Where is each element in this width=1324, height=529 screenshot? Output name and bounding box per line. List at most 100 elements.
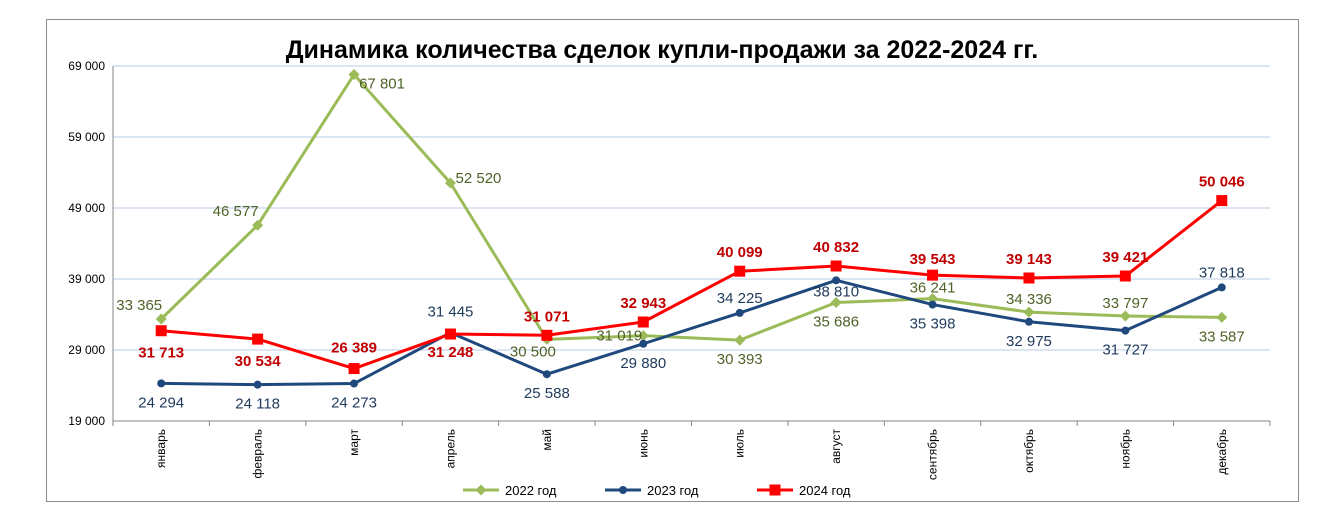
series-2022-data-label: 34 336 [1006,291,1052,308]
series-2024-point [252,333,264,345]
series-2022-data-label: 31 019 [596,328,642,345]
series-2022-point [252,219,264,231]
series-2023-point [1024,317,1033,326]
series-2024-data-label: 39 543 [910,251,956,268]
x-tick-label: апрель [443,429,457,468]
series-2022-data-label: 33 365 [116,297,162,314]
x-tick-label: февраль [251,429,265,479]
x-tick-label: январь [154,429,168,468]
series-2022-point [1119,310,1131,322]
series-2024-point [734,265,746,277]
series-2023-point [157,379,166,388]
series-2023-data-label: 35 398 [910,316,956,333]
series-2023-point [1217,283,1226,292]
series-2023-point [1121,326,1130,335]
x-tick-label: июль [733,429,747,458]
series-2024-data-label: 31 071 [524,308,570,325]
series-2022-data-label: 35 686 [813,314,859,331]
series-2024-point [927,269,939,281]
series-2023-point [639,339,648,348]
legend-entry-label: 2024 год [799,483,851,498]
series-2022-data-label: 33 587 [1199,328,1245,345]
legend-entry-label: 2023 год [647,483,699,498]
series-2024-data-label: 31 713 [138,345,184,362]
series-2023-data-label: 38 810 [813,283,859,300]
series-2024-data-label: 32 943 [620,295,666,312]
series-2024-point [1023,272,1035,284]
series-2022-point [1216,311,1228,323]
series-2024-point [637,316,649,328]
series-2022-point [637,330,649,342]
chart-frame [46,19,1299,502]
y-tick-label: 29 000 [68,343,105,357]
x-tick-label: декабрь [1215,429,1229,475]
y-tick-label: 59 000 [68,130,105,144]
series-2024-data-label: 30 534 [235,353,282,370]
series-2022-point [155,313,167,325]
series-2023-point [832,276,841,285]
series-2024-data-label: 26 389 [331,340,377,357]
series-2023-data-label: 24 273 [331,395,377,412]
chart-title: Динамика количества сделок купли-продажи… [285,36,1039,64]
series-2022-data-label: 67 801 [359,76,405,93]
series-2022-point [830,297,842,309]
x-tick-label: ноябрь [1118,429,1132,469]
series-2024-point [1119,270,1131,282]
series-2024-data-label: 40 099 [717,244,763,261]
series-2024-data-label: 40 832 [813,239,859,256]
y-tick-label: 39 000 [68,272,105,286]
series-2023-point [350,379,359,388]
x-tick-label: август [829,429,843,464]
legend-swatch-marker [619,486,627,494]
series-2022-point [348,69,360,81]
series-2023-data-label: 31 445 [428,304,474,321]
series-2023-point [542,370,551,379]
series-2024-data-label: 39 421 [1102,249,1148,266]
series-2022-data-label: 30 393 [717,351,763,368]
y-tick-label: 69 000 [68,59,105,73]
series-2023-data-label: 24 294 [138,394,184,411]
series-2024-point [444,328,456,340]
series-2023-point [735,308,744,317]
series-2024-point [1216,195,1228,207]
legend-swatch-marker [769,484,781,496]
series-2024-data-label: 39 143 [1006,251,1052,268]
series-2022-data-label: 30 500 [510,343,556,360]
series-2024-point [541,329,553,341]
series-2024-line [161,199,1223,371]
series-2022-data-label: 36 241 [910,280,956,297]
x-tick-label: март [347,429,361,456]
y-tick-label: 19 000 [68,414,105,428]
series-2022-data-label: 52 520 [456,170,502,187]
y-tick-label: 49 000 [68,201,105,215]
x-tick-label: май [540,429,554,451]
series-2024-data-label: 31 248 [428,344,474,361]
series-2023-data-label: 34 225 [717,290,763,307]
series-2023-data-label: 32 975 [1006,333,1052,350]
series-2023-line [161,278,1223,387]
series-2024-point [155,325,167,337]
legend-swatch-marker [475,484,487,496]
series-2023-data-label: 24 118 [235,396,280,413]
series-2022-point [734,334,746,346]
series-2023-point [928,300,937,309]
series-2023-data-label: 25 588 [524,385,570,402]
series-2024-point [348,363,360,375]
legend-entry-label: 2022 год [505,483,557,498]
x-tick-label: июнь [636,429,650,458]
series-2023-data-label: 31 727 [1102,342,1148,359]
series-2022-point [927,293,939,305]
series-2022-data-label: 33 797 [1102,295,1148,312]
series-2024-point [830,260,842,272]
series-2024-data-label: 50 046 [1199,174,1245,191]
series-2022-point [1023,306,1035,318]
series-2022-point [444,177,456,189]
series-2022-data-label: 46 577 [213,203,259,220]
series-2022-line [160,73,1222,342]
x-tick-label: октябрь [1022,429,1036,473]
series-2023-data-label: 37 818 [1199,264,1245,281]
series-2023-data-label: 29 880 [620,355,666,372]
series-2023-point [253,380,262,389]
x-tick-label: сентябрь [926,429,940,480]
